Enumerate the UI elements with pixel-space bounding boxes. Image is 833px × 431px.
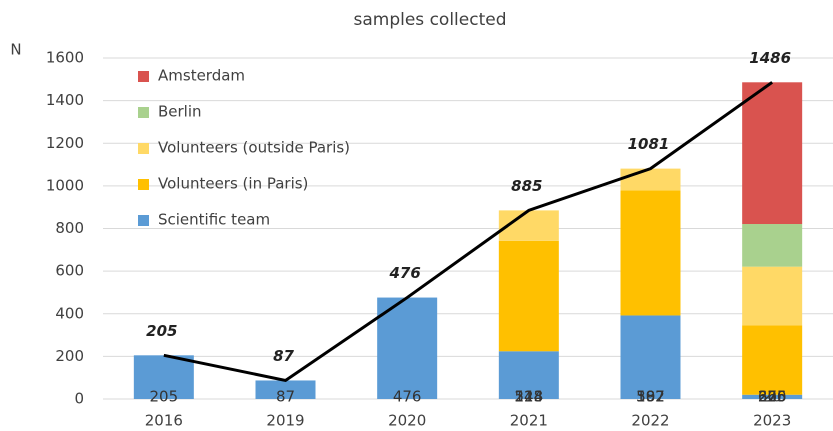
bar-segment [377,297,438,399]
bar-segment [742,325,803,395]
y-tick-label: 0 [74,390,84,408]
y-tick-label: 1600 [46,49,84,67]
legend-swatch [138,179,149,190]
y-tick-label: 1000 [46,176,84,194]
y-tick-label: 1400 [46,91,84,109]
value-label: 518 [515,388,544,406]
bar-segment [620,190,681,316]
legend-label: Volunteers (in Paris) [158,175,308,193]
total-label: 1486 [749,49,791,67]
chart-title: samples collected [354,10,507,30]
value-label: 476 [393,388,422,406]
value-label: 224 [515,388,544,406]
bar-segment [742,394,803,399]
value-label: 665 [758,388,787,406]
legend-label: Volunteers (outside Paris) [158,139,350,157]
bar-segment [742,82,803,225]
legend-label: Amsterdam [158,67,245,85]
legend-label: Berlin [158,103,202,121]
bar-segment [498,351,559,399]
x-tick-label: 2020 [388,412,426,430]
y-tick-label: 600 [55,262,84,280]
value-label: 87 [276,388,295,406]
bar-segment [742,224,803,267]
y-tick-label: 800 [55,219,84,237]
value-label: 143 [515,388,544,406]
bar-segment [498,240,559,352]
total-label: 476 [389,264,421,282]
x-tick-label: 2016 [145,412,183,430]
value-label: 392 [636,388,665,406]
value-label: 205 [150,388,179,406]
x-tick-label: 2019 [266,412,304,430]
bar-segment [620,168,681,191]
y-tick-label: 200 [55,347,84,365]
y-tick-label: 1200 [46,134,84,152]
legend-label: Scientific team [158,211,270,229]
legend-swatch [138,215,149,226]
total-line [163,81,774,383]
value-label: 587 [636,388,665,406]
bar-segment [255,380,316,399]
legend-swatch [138,71,149,82]
y-tick-label: 400 [55,304,84,322]
x-tick-label: 2021 [510,412,548,430]
y-axis-label: N [10,41,21,59]
value-label: 200 [758,388,787,406]
total-label: 205 [146,322,177,340]
value-label: 275 [758,388,787,406]
x-tick-label: 2023 [753,412,791,430]
total-label: 1081 [628,135,670,153]
total-label: 885 [511,177,542,195]
bar-segment [742,266,803,326]
value-label: 102 [636,388,665,406]
total-label: 87 [273,347,294,365]
legend-swatch [138,107,149,118]
bar-segment [620,315,681,399]
value-label: 326 [758,388,787,406]
x-tick-label: 2022 [631,412,669,430]
bar-segment [133,355,194,399]
legend-swatch [138,143,149,154]
